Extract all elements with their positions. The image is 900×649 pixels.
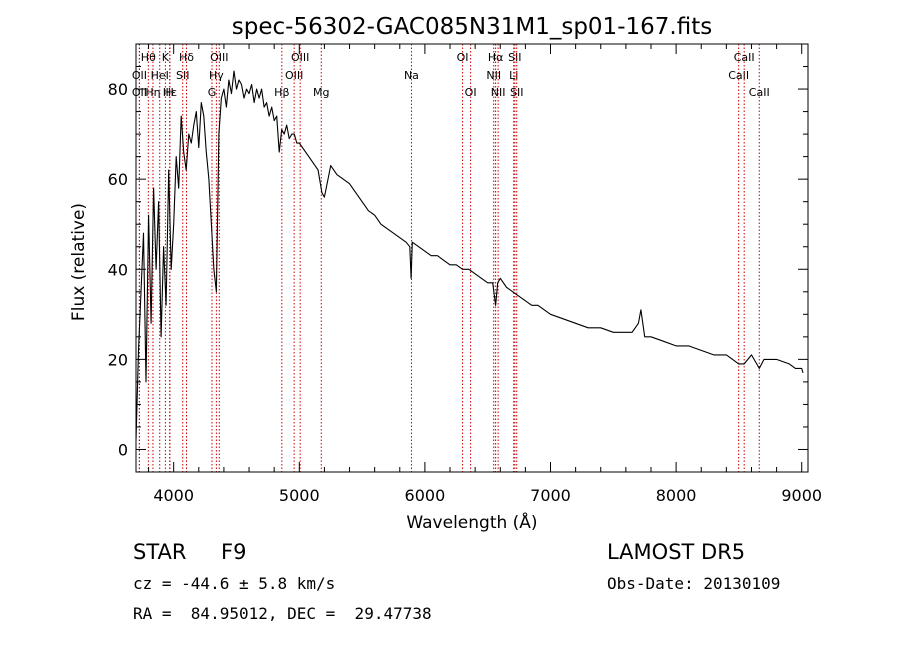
line-marker-label: Hβ <box>274 86 289 99</box>
line-marker-label: Hθ <box>141 51 156 64</box>
line-marker-label: NII <box>491 86 506 99</box>
survey-name: LAMOST DR5 <box>607 540 746 564</box>
line-marker-label: SII <box>176 69 189 82</box>
line-marker-label: Hη <box>145 86 160 99</box>
line-marker-label: Li <box>509 69 518 82</box>
y-tick-label: 80 <box>108 80 128 99</box>
axes: 4000 5000 6000 7000 8000 9000 0 20 40 60 80 <box>108 43 822 505</box>
x-tick-label: 9000 <box>781 486 822 505</box>
line-marker-label: H <box>166 86 174 99</box>
line-marker-label: Hα <box>488 51 504 64</box>
line-marker-label: Hε <box>163 86 177 99</box>
x-axis-label: Wavelength (Å) <box>406 511 537 533</box>
coordinates: RA = 84.95012, DEC = 29.47738 <box>133 604 432 623</box>
line-marker-label: K <box>162 51 170 64</box>
x-tick-label: 8000 <box>656 486 697 505</box>
line-marker-label: CaII <box>734 51 755 64</box>
line-marker-label: NII <box>486 69 501 82</box>
line-marker-label: SII <box>508 51 521 64</box>
x-tick-label: 7000 <box>530 486 571 505</box>
line-marker-label: SII <box>510 86 523 99</box>
object-type: STAR <box>133 540 187 564</box>
line-marker-label: HeI <box>151 69 169 82</box>
x-tick-label: 5000 <box>279 486 320 505</box>
y-axis-label: Flux (relative) <box>69 203 89 321</box>
plot-frame <box>135 43 809 473</box>
spectrum-series <box>135 70 804 441</box>
chart-title: spec-56302-GAC085N31M1_sp01-167.fits <box>232 14 712 40</box>
line-marker-label: CaII <box>749 86 770 99</box>
line-marker-label: Hδ <box>179 51 194 64</box>
line-marker-label: Hγ <box>209 69 224 82</box>
line-marker-label: Na <box>404 69 419 82</box>
line-marker-label: OIII <box>210 51 228 64</box>
object-subclass: F9 <box>221 540 247 564</box>
redshift-velocity: cz = -44.6 ± 5.8 km/s <box>133 574 336 593</box>
line-marker-label: Mg <box>313 86 329 99</box>
x-tick-label: 6000 <box>405 486 446 505</box>
line-marker-label: OIII <box>291 51 309 64</box>
line-marker-label: OIII <box>285 69 303 82</box>
y-tick-label: 60 <box>108 170 128 189</box>
spectrum-line <box>135 70 804 441</box>
observation-date: Obs-Date: 20130109 <box>607 574 781 593</box>
line-marker-label: CaII <box>728 69 749 82</box>
line-marker-label: OI <box>465 86 477 99</box>
y-tick-label: 20 <box>108 350 128 369</box>
y-tick-label: 40 <box>108 260 128 279</box>
line-marker-label: G <box>208 86 217 99</box>
x-tick-label: 4000 <box>153 486 194 505</box>
line-marker-label: OI <box>457 51 469 64</box>
y-tick-label: 0 <box>118 440 128 459</box>
